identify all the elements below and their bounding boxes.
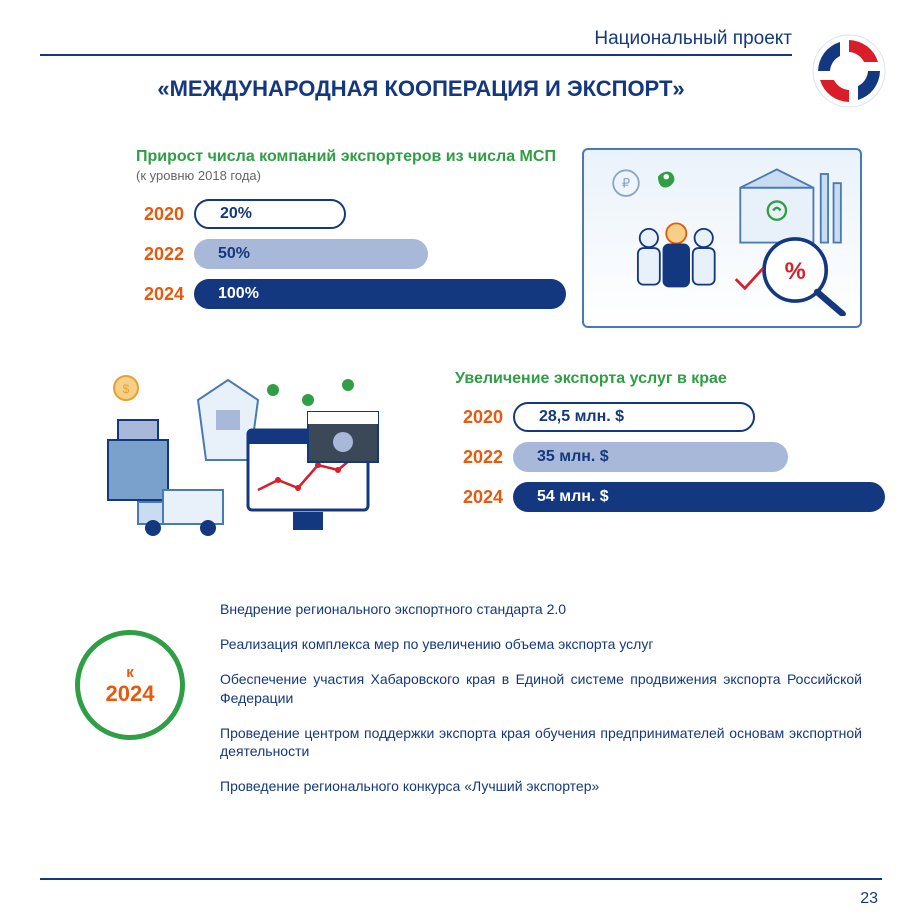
chart-exporters-growth: Прирост числа компаний экспортеров из чи… <box>136 148 566 319</box>
chart-services-export: Увеличение экспорта услуг в крае 202028,… <box>455 370 885 522</box>
bar-year: 2022 <box>455 447 513 468</box>
bar-track: 20% <box>194 199 566 229</box>
bar-track: 35 млн. $ <box>513 442 885 472</box>
chart2-title: Увеличение экспорта услуг в крае <box>455 370 885 388</box>
svg-text:%: % <box>785 258 806 285</box>
header-supertitle: Национальный проект <box>40 28 882 50</box>
goals-circle-wrap: к 2024 <box>70 600 190 812</box>
bar-row: 202250% <box>136 239 566 269</box>
footer-rule <box>40 878 882 880</box>
chart1-subtitle: (к уровню 2018 года) <box>136 168 566 183</box>
title-text: «МЕЖДУНАРОДНАЯ КООПЕРАЦИЯ И ЭКСПОРТ» <box>157 76 684 101</box>
illustration-city-export-icon: ₽ % <box>582 148 862 328</box>
goals-year: 2024 <box>106 681 155 707</box>
goal-item: Обеспечение участия Хабаровского края в … <box>220 670 862 708</box>
header-rule <box>40 54 792 56</box>
logo-icon <box>812 34 886 108</box>
chart1-bars: 202020%202250%2024100% <box>136 199 566 309</box>
goal-item: Проведение регионального конкурса «Лучши… <box>220 777 862 796</box>
bar-year: 2024 <box>136 284 194 305</box>
illustration-analytics-icon: $ <box>98 370 398 550</box>
bar-track: 28,5 млн. $ <box>513 402 885 432</box>
chart1-title: Прирост числа компаний экспортеров из чи… <box>136 148 566 166</box>
bar-fill: 50% <box>194 239 428 269</box>
page-title: «МЕЖДУНАРОДНАЯ КООПЕРАЦИЯ И ЭКСПОРТ» <box>40 76 882 102</box>
svg-text:$: $ <box>123 382 130 396</box>
bar-row: 202028,5 млн. $ <box>455 402 885 432</box>
chart2-bars: 202028,5 млн. $202235 млн. $202454 млн. … <box>455 402 885 512</box>
goals-year-circle: к 2024 <box>75 630 185 740</box>
bar-fill: 35 млн. $ <box>513 442 788 472</box>
bar-track: 100% <box>194 279 566 309</box>
bar-track: 50% <box>194 239 566 269</box>
bar-row: 2024100% <box>136 279 566 309</box>
bar-row: 202020% <box>136 199 566 229</box>
goals-k: к <box>126 664 134 681</box>
bar-row: 202235 млн. $ <box>455 442 885 472</box>
bar-row: 202454 млн. $ <box>455 482 885 512</box>
bar-year: 2024 <box>455 487 513 508</box>
goal-item: Внедрение регионального экспортного стан… <box>220 600 862 619</box>
bar-fill: 20% <box>194 199 346 229</box>
bar-year: 2022 <box>136 244 194 265</box>
bar-year: 2020 <box>455 407 513 428</box>
header: Национальный проект «МЕЖДУНАРОДНАЯ КООПЕ… <box>40 28 882 102</box>
bar-fill: 100% <box>194 279 566 309</box>
goals-list: Внедрение регионального экспортного стан… <box>220 600 862 812</box>
svg-text:₽: ₽ <box>622 176 630 191</box>
bar-fill: 28,5 млн. $ <box>513 402 755 432</box>
goal-item: Проведение центром поддержки экспорта кр… <box>220 724 862 762</box>
bar-track: 54 млн. $ <box>513 482 885 512</box>
bar-year: 2020 <box>136 204 194 225</box>
bar-fill: 54 млн. $ <box>513 482 885 512</box>
goals-block: к 2024 Внедрение регионального экспортно… <box>70 600 862 812</box>
page-number: 23 <box>860 890 878 908</box>
goal-item: Реализация комплекса мер по увеличению о… <box>220 635 862 654</box>
